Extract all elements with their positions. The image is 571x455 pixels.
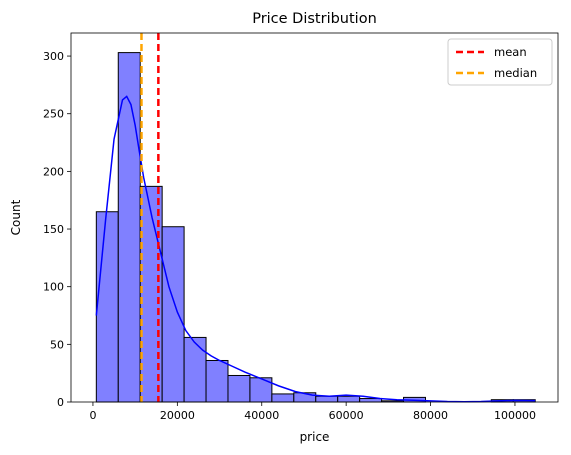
y-tick-label: 200 <box>43 165 64 178</box>
x-tick-label: 80000 <box>413 409 448 422</box>
legend-label-median: median <box>494 66 537 80</box>
y-tick-label: 150 <box>43 223 64 236</box>
kde-layer <box>95 95 536 403</box>
histogram-bar <box>227 374 251 403</box>
histogram-bar <box>95 211 119 403</box>
x-axis-label: price <box>300 430 330 444</box>
histogram-bar <box>183 336 207 403</box>
histogram-bar <box>205 359 229 403</box>
y-tick-label: 300 <box>43 50 64 63</box>
y-axis-label: Count <box>9 199 23 235</box>
chart-title: Price Distribution <box>252 11 377 27</box>
y-axis-ticks: 0 50 100 150 200 250 300 <box>43 50 71 409</box>
plot-frame <box>70 32 559 403</box>
x-tick-label: 0 <box>89 409 96 422</box>
y-tick-label: 0 <box>57 396 64 409</box>
histogram-bar <box>315 395 339 403</box>
y-tick-label: 100 <box>43 281 64 294</box>
y-tick-label: 50 <box>50 338 64 351</box>
kde-curve <box>95 95 536 403</box>
x-tick-label: 100000 <box>494 409 536 422</box>
histogram-bar <box>161 226 185 403</box>
histogram-bars <box>95 52 536 403</box>
x-tick-label: 20000 <box>160 409 195 422</box>
x-axis-ticks: 0 20000 40000 60000 80000 100000 <box>89 402 536 422</box>
x-tick-label: 60000 <box>329 409 364 422</box>
legend-label-mean: mean <box>494 45 527 59</box>
histogram-bar <box>337 395 361 403</box>
y-tick-label: 250 <box>43 108 64 121</box>
x-tick-label: 40000 <box>244 409 279 422</box>
legend: mean median <box>447 38 553 86</box>
histogram-bar <box>271 393 295 403</box>
reference-lines <box>140 33 160 402</box>
